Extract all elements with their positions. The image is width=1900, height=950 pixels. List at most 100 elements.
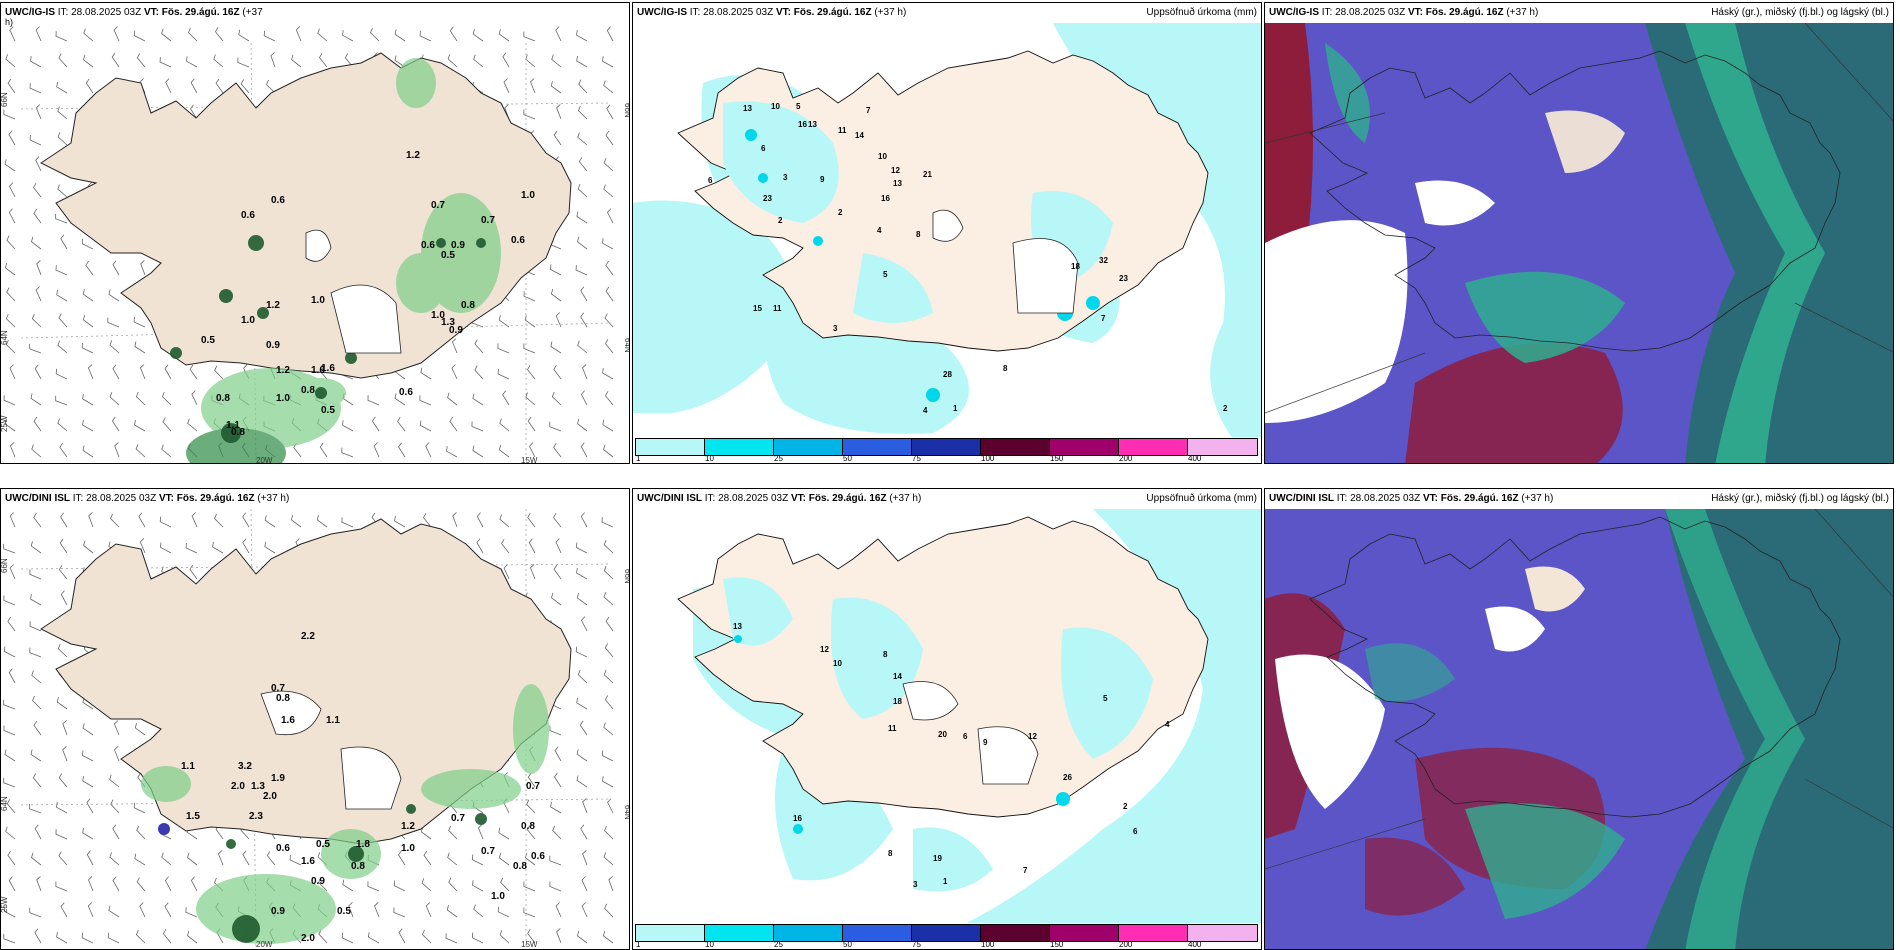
lead-time: (+37 h) <box>889 493 922 504</box>
wind-barb <box>341 447 354 458</box>
wind-barb <box>29 907 42 918</box>
precip-colorbar: 1 10 25 50 75 100 150 200 400 <box>633 437 1261 463</box>
wind-barb <box>398 442 406 458</box>
glacier-outline <box>1012 238 1079 314</box>
wind-barb <box>556 928 562 944</box>
wind-barb <box>31 670 42 684</box>
lat-label: 66N <box>623 569 630 584</box>
wind-barb <box>82 723 94 736</box>
wind-barb <box>471 421 484 432</box>
wind-barb <box>136 877 146 892</box>
wind-barb <box>394 516 406 528</box>
wind-barb <box>319 442 328 458</box>
wind-barb <box>575 542 588 554</box>
value-label: 0.8 <box>461 300 475 311</box>
wind-barb <box>577 184 588 198</box>
wind-barb <box>497 368 510 380</box>
wind-barb <box>88 876 94 892</box>
wind-barb <box>58 851 68 866</box>
wind-barb <box>523 907 536 918</box>
value-label: 0.9 <box>311 876 325 887</box>
colorbar-tick-label: 400 <box>1188 454 1202 463</box>
wind-barb <box>291 54 302 68</box>
colorbar-tick-label: 75 <box>912 454 921 463</box>
valid-time: VT: Fös. 29.ágú. 16Z <box>790 493 887 504</box>
wind-barb <box>82 393 94 406</box>
mid-cloud-band <box>1465 803 1625 919</box>
wind-barb <box>165 78 172 94</box>
wind-barb <box>32 773 42 788</box>
value-label: 0.8 <box>301 385 315 396</box>
wind-barb <box>8 668 16 684</box>
wind-barb <box>3 646 16 658</box>
wind-map-svg: 2.20.70.81.6 1.11.1 3.22.0 1.31.92.02.30.6 0… <box>1 509 630 949</box>
wind-barb <box>576 930 588 944</box>
wind-barb <box>56 932 68 944</box>
wind-barb <box>81 342 94 354</box>
model-name: UWC/DINI ISL <box>5 493 70 504</box>
wind-barb <box>55 213 68 224</box>
colorbar-tick-label: 150 <box>1050 940 1064 949</box>
wind-barb <box>57 132 68 146</box>
wind-barb <box>604 643 614 658</box>
colorbar-tick-label: 150 <box>1050 454 1064 463</box>
wind-barb <box>5 313 16 328</box>
value-label: 5 <box>796 102 801 111</box>
wind-barb <box>59 442 68 458</box>
wind-barb <box>29 83 42 94</box>
value-label: 28 <box>943 370 952 379</box>
panel-precip-igis: UWC/IG-IS IT: 28.08.2025 03Z VT: Fös. 29… <box>632 2 1262 464</box>
wind-barb <box>419 395 432 406</box>
wind-barb <box>603 540 614 554</box>
wind-barb <box>29 621 42 632</box>
wind-barb <box>29 803 42 814</box>
iceland-coast <box>1309 50 1841 352</box>
value-label: 4 <box>877 226 882 235</box>
wind-barb <box>159 542 172 554</box>
colorbar-tick-label: 75 <box>912 940 921 949</box>
value-label: 13 <box>893 179 902 188</box>
colorbar-tick-label: 25 <box>774 940 783 949</box>
value-label: 1.6 <box>281 715 295 726</box>
wind-barb <box>605 130 614 146</box>
wind-barb <box>58 565 68 580</box>
value-label: 0.9 <box>271 906 285 917</box>
wind-barb <box>55 265 68 276</box>
value-label: 9 <box>820 175 825 184</box>
wind-barb <box>549 421 562 432</box>
wind-barb <box>605 391 614 406</box>
wind-barb <box>552 825 562 840</box>
wind-barb <box>33 183 42 198</box>
wind-barb <box>393 880 406 892</box>
wind-barb <box>7 850 16 866</box>
wind-barb <box>605 616 614 632</box>
wind-barb <box>472 393 484 406</box>
wind-barb <box>578 79 588 94</box>
wind-barb <box>29 343 42 354</box>
wind-barb <box>423 513 432 528</box>
wind-barb <box>527 772 536 788</box>
wind-barb <box>603 158 614 172</box>
value-label: 5 <box>883 270 888 279</box>
panel-variable: Háský (gr.), miðský (fj.bl.) og lágský (… <box>1711 493 1889 504</box>
panel-clouds-dini: UWC/DINI ISL IT: 28.08.2025 03Z VT: Fös.… <box>1264 488 1894 950</box>
colorbar-segment <box>1188 925 1257 941</box>
value-label: 5 <box>1103 694 1108 703</box>
wind-barb <box>577 669 588 684</box>
wind-barb <box>528 538 536 554</box>
init-time: IT: 28.08.2025 03Z <box>689 7 774 18</box>
wind-barb <box>9 26 16 42</box>
colorbar-tick-label: 100 <box>981 454 995 463</box>
wind-barb <box>476 538 484 554</box>
value-label: 19 <box>933 854 942 863</box>
wind-barb <box>342 30 354 42</box>
clear-sky-area <box>1485 606 1545 652</box>
wind-barb <box>5 339 16 354</box>
wind-barb <box>133 30 146 42</box>
wind-barb <box>58 313 68 328</box>
projection-lines <box>1265 509 1893 870</box>
wind-barb <box>191 512 198 528</box>
value-label: 1.3 <box>441 317 455 328</box>
panel-precip-dini: UWC/DINI ISL IT: 28.08.2025 03Z VT: Fös.… <box>632 488 1262 950</box>
